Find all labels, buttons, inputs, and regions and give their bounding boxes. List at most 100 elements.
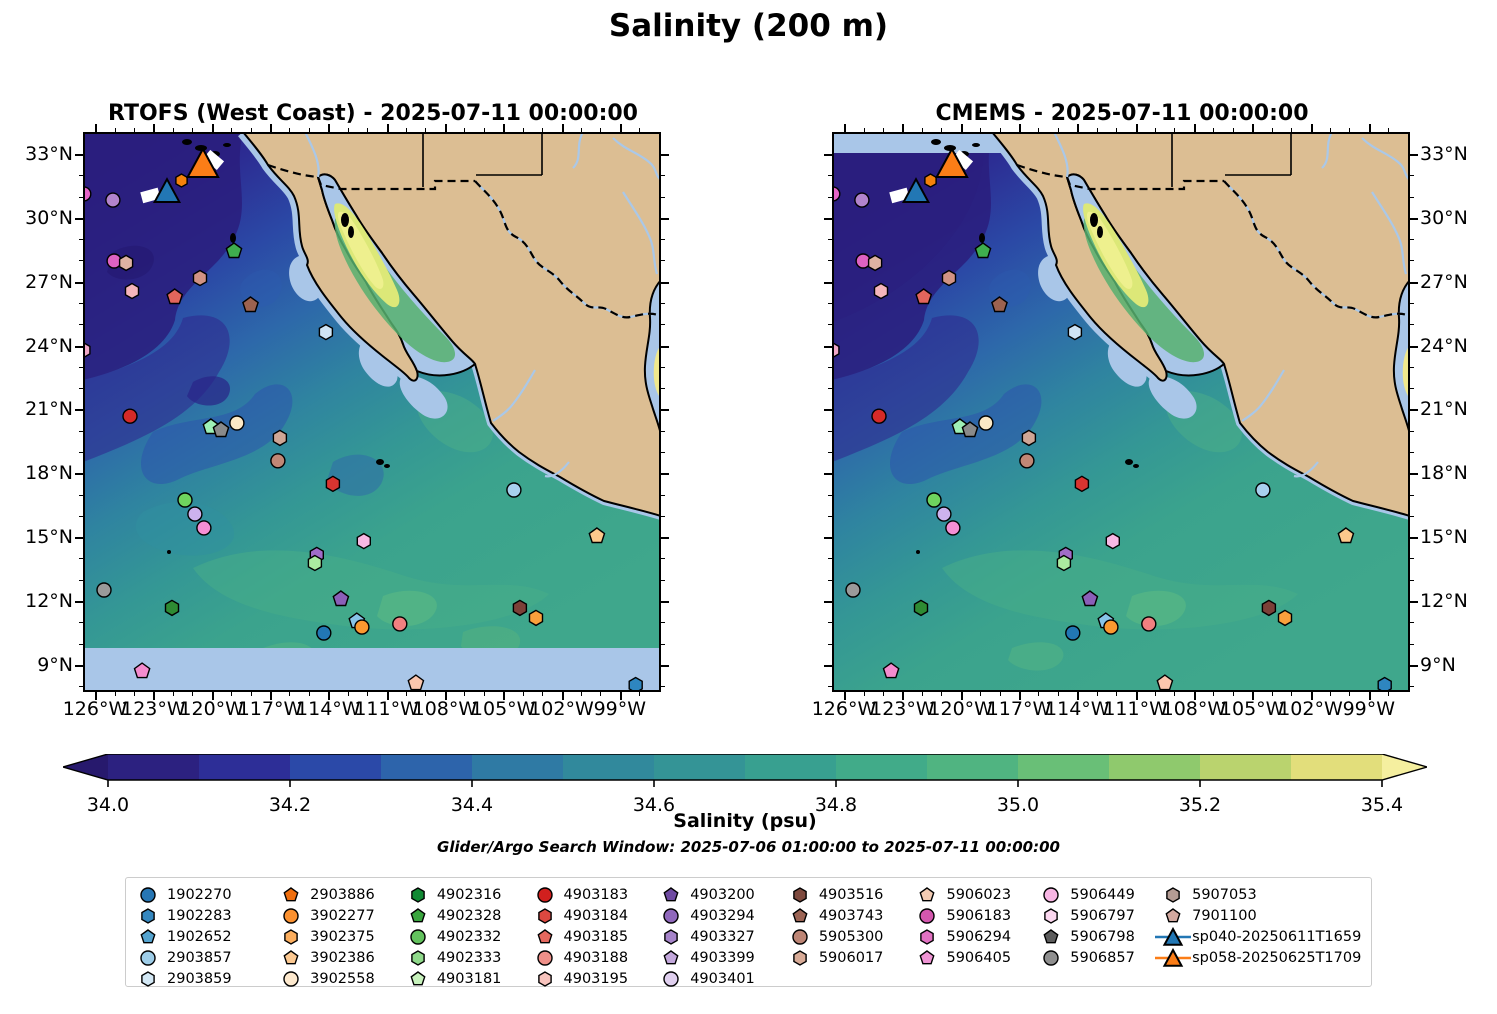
axis-tick xyxy=(1174,692,1176,696)
hexagon-marker-icon xyxy=(411,949,425,966)
axis-tick xyxy=(79,515,83,517)
axis-tick xyxy=(828,686,832,687)
river xyxy=(622,191,659,275)
axis-tick xyxy=(308,128,310,132)
axis-tick xyxy=(661,664,669,667)
island xyxy=(1097,226,1103,238)
axis-tick xyxy=(824,153,832,156)
axis-tick xyxy=(661,366,665,368)
island xyxy=(944,145,956,151)
lat-tick-label: 9°N xyxy=(37,653,73,676)
argo-float-marker xyxy=(133,662,151,679)
axis-tick xyxy=(824,600,832,603)
argo-float-marker xyxy=(512,599,528,617)
hexagon-icon xyxy=(411,949,425,966)
map-canvas-cmems xyxy=(832,132,1410,692)
axis-tick xyxy=(542,128,544,132)
axis-tick xyxy=(1096,128,1098,132)
legend-item: 4902316 xyxy=(408,884,535,905)
axis-tick xyxy=(1410,196,1414,198)
circle-icon xyxy=(536,949,553,966)
circle-icon xyxy=(140,886,156,903)
pentagon-marker-icon xyxy=(663,949,679,964)
search-window-subtitle: Glider/Argo Search Window: 2025-07-06 01… xyxy=(437,838,1060,856)
legend-label: 3902277 xyxy=(310,907,375,924)
axis-tick xyxy=(580,692,582,696)
axis-tick xyxy=(1410,494,1414,496)
legend-label: 4903327 xyxy=(690,928,755,945)
legend-label: 4902316 xyxy=(436,886,502,903)
legend-label: 5906797 xyxy=(1070,907,1135,924)
legend-label: 4902332 xyxy=(436,928,502,945)
argo-float-marker xyxy=(1065,625,1081,641)
legend-item: 5906183 xyxy=(917,905,1041,926)
pentagon-marker-icon xyxy=(283,949,299,964)
argo-float-marker xyxy=(854,192,870,208)
axis-tick xyxy=(425,692,427,696)
legend-label: 5906183 xyxy=(946,907,1012,924)
argo-float-marker xyxy=(845,582,861,598)
pentagon-marker-icon xyxy=(283,886,299,901)
panel-title-cmems: CMEMS - 2025-07-11 00:00:00 xyxy=(935,101,1309,126)
legend-item: 7901100 xyxy=(1163,905,1371,926)
axis-tick xyxy=(1232,128,1234,132)
axis-tick xyxy=(95,692,97,700)
colorbar-tick-label: 35.0 xyxy=(996,794,1040,816)
argo-float-marker xyxy=(867,254,883,272)
axis-tick xyxy=(270,124,272,132)
argo-float-marker xyxy=(871,408,887,424)
island xyxy=(1133,464,1139,468)
hexagon-icon xyxy=(664,928,678,945)
argo-float-marker xyxy=(978,415,994,431)
argo-float-marker xyxy=(325,475,341,493)
hexagon-icon xyxy=(284,928,298,945)
legend-label: 4902333 xyxy=(436,949,502,966)
legend-column: 1902270 1902283 1902652 2903857 2903859 xyxy=(138,884,281,989)
axis-tick xyxy=(1155,692,1156,696)
argo-float-marker xyxy=(83,186,92,202)
axis-tick xyxy=(999,692,1001,696)
axis-tick xyxy=(921,692,923,696)
legend-column: 5906023 5906183 5906294 5906405 xyxy=(917,884,1041,968)
legend-label: 4903188 xyxy=(563,949,629,966)
axis-tick xyxy=(1349,128,1351,132)
circle-icon xyxy=(663,907,679,924)
legend-item: 4903195 xyxy=(535,968,662,989)
axis-tick xyxy=(79,579,83,581)
axis-tick xyxy=(661,537,669,539)
lat-tick-label: 30°N xyxy=(1420,206,1468,229)
legend-label: 4903200 xyxy=(690,886,755,903)
circle-icon xyxy=(140,949,156,966)
argo-float-marker xyxy=(187,506,203,522)
hexagon-icon xyxy=(920,928,935,945)
legend-label: 3902386 xyxy=(310,949,375,966)
axis-tick xyxy=(1252,124,1255,132)
river xyxy=(492,369,536,422)
axis-tick xyxy=(941,692,943,696)
axis-tick xyxy=(1410,388,1414,390)
pentagon-marker-icon xyxy=(792,907,808,922)
glider-marker-sp058 xyxy=(935,146,969,178)
glider-legend-icon xyxy=(1155,926,1192,946)
hexagon-marker-icon xyxy=(141,907,155,924)
legend-label: 5906405 xyxy=(946,949,1012,966)
legend-item: 4903185 xyxy=(535,926,662,947)
legend-box: 1902270 1902283 1902652 2903857 2903859 29038… xyxy=(125,877,1372,987)
legend-item: 5906405 xyxy=(917,947,1041,968)
axis-tick xyxy=(289,692,291,696)
axis-tick xyxy=(661,515,665,517)
lon-tick-label: 105°W xyxy=(1219,698,1285,720)
axis-tick xyxy=(661,217,669,220)
island xyxy=(931,139,941,145)
axis-tick xyxy=(79,451,83,453)
river xyxy=(612,137,661,181)
border-rio-grande xyxy=(474,180,659,319)
lon-tick-label: 108°W xyxy=(412,698,478,720)
axis-tick xyxy=(661,281,669,284)
legend-label: 5905300 xyxy=(818,928,884,945)
colorbar-tick-label: 35.4 xyxy=(1360,794,1404,816)
legend-item: 5906294 xyxy=(917,926,1041,947)
hexagon-marker-icon xyxy=(141,970,155,987)
hexagon-icon xyxy=(411,886,425,903)
axis-tick xyxy=(79,324,83,326)
